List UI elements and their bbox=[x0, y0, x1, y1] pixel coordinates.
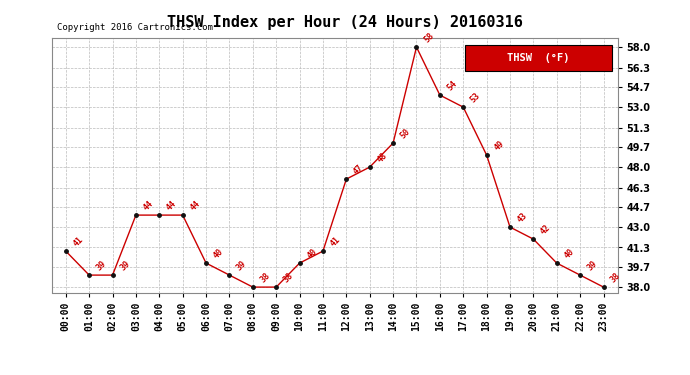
Text: 43: 43 bbox=[515, 211, 529, 224]
Text: 58: 58 bbox=[422, 31, 435, 44]
Text: 50: 50 bbox=[399, 127, 412, 140]
Text: 41: 41 bbox=[328, 235, 342, 248]
Text: 41: 41 bbox=[71, 235, 85, 248]
Text: 40: 40 bbox=[305, 247, 319, 260]
Text: 40: 40 bbox=[562, 247, 575, 260]
Text: 40: 40 bbox=[212, 247, 225, 260]
Text: 38: 38 bbox=[258, 271, 272, 284]
Text: 38: 38 bbox=[282, 271, 295, 284]
Text: 44: 44 bbox=[141, 199, 155, 212]
FancyBboxPatch shape bbox=[465, 45, 612, 70]
Text: 39: 39 bbox=[118, 259, 132, 272]
Text: THSW Index per Hour (24 Hours) 20160316: THSW Index per Hour (24 Hours) 20160316 bbox=[167, 15, 523, 30]
Text: 54: 54 bbox=[446, 79, 459, 92]
Text: 39: 39 bbox=[586, 259, 599, 272]
Text: 39: 39 bbox=[95, 259, 108, 272]
Text: 47: 47 bbox=[352, 163, 365, 176]
Text: 38: 38 bbox=[609, 271, 622, 284]
Text: THSW  (°F): THSW (°F) bbox=[507, 53, 569, 63]
Text: 44: 44 bbox=[165, 199, 178, 212]
Text: 53: 53 bbox=[469, 91, 482, 104]
Text: 49: 49 bbox=[492, 139, 506, 152]
Text: 44: 44 bbox=[188, 199, 201, 212]
Text: 39: 39 bbox=[235, 259, 248, 272]
Text: 42: 42 bbox=[539, 223, 553, 236]
Text: 48: 48 bbox=[375, 151, 388, 164]
Text: Copyright 2016 Cartronics.com: Copyright 2016 Cartronics.com bbox=[57, 23, 213, 32]
